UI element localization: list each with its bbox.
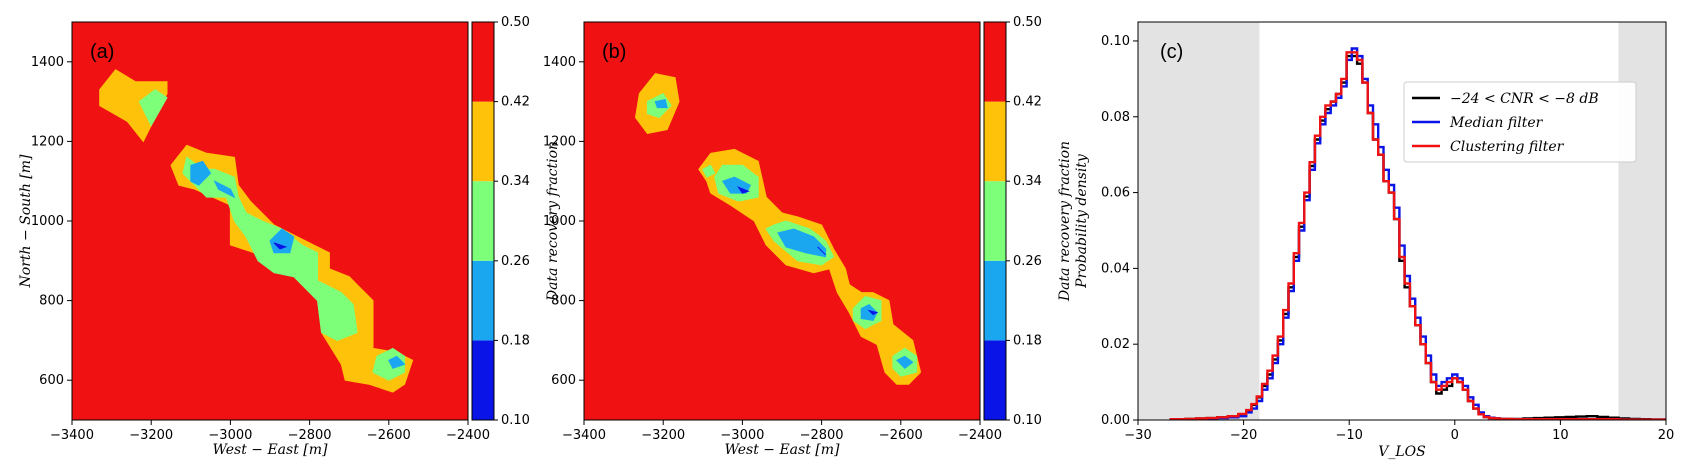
contour-region: [867, 309, 879, 316]
colorbar-segment: [472, 22, 494, 102]
colorbar-tick-label: 0.26: [501, 254, 530, 269]
colorbar-segment: [472, 260, 494, 341]
colorbar-tick-label: 0.34: [501, 174, 530, 189]
y-tick-label: 1200: [543, 134, 576, 149]
x-axis-label: West − East [m]: [724, 442, 840, 458]
colorbar-segment: [984, 181, 1006, 261]
x-tick-label: −2800: [288, 428, 332, 443]
y-tick-label: 600: [39, 373, 64, 388]
x-tick-label: −3200: [129, 428, 173, 443]
y-tick-label: 1400: [543, 55, 576, 70]
contour-region: [138, 89, 168, 127]
panel-c: −30 −20 −10 0 10 20 0.00 0.02 0.04 0.06 0.08 0.10 V_…: [1074, 21, 1675, 460]
x-tick-label: −3400: [562, 428, 606, 443]
y-tick-label: 0.04: [1101, 261, 1130, 276]
y-tick-label: 1400: [31, 55, 64, 70]
x-tick-label: −3000: [208, 428, 252, 443]
legend-box: [1403, 81, 1637, 163]
plot-frame: [1137, 21, 1667, 421]
y-tick-label: 0.08: [1101, 110, 1130, 125]
x-tick-label: −10: [1335, 428, 1362, 443]
contour-region: [860, 303, 878, 322]
panel-tag: (a): [90, 41, 114, 63]
y-tick-label: 1200: [31, 134, 64, 149]
x-tick-label: −2600: [879, 428, 923, 443]
y-tick-label: 0.00: [1101, 413, 1130, 428]
x-tick-label: −2600: [367, 428, 411, 443]
colorbar-tick-label: 0.18: [501, 333, 530, 348]
contour-region: [895, 355, 914, 369]
contour-region: [273, 242, 288, 250]
colorbar: 0.10 0.18 0.26 0.34 0.42 0.50 Data recovery fr…: [983, 15, 1073, 428]
colorbar-segment: [472, 181, 494, 261]
colorbar-tick-label: 0.34: [1013, 174, 1042, 189]
x-tick-label: −2400: [446, 428, 490, 443]
x-axis-label: West − East [m]: [212, 442, 328, 458]
contour-region: [269, 228, 295, 254]
colorbar-tick-label: 0.18: [1013, 333, 1042, 348]
x-tick-label: 10: [1552, 428, 1569, 443]
colorbar-label: Data recovery fraction: [1057, 141, 1073, 302]
y-tick-label: 0.10: [1101, 34, 1130, 49]
y-tick-label: 600: [551, 373, 576, 388]
series-line: [1169, 51, 1666, 420]
colorbar-segment: [984, 101, 1006, 182]
colorbar-segment: [984, 22, 1006, 102]
contour-region: [654, 99, 668, 109]
colorbar-frame: [983, 21, 1007, 421]
colorbar-segment: [472, 101, 494, 182]
y-axis-label: North − South [m]: [18, 154, 34, 289]
x-tick-label: −3200: [641, 428, 685, 443]
colorbar-segment: [984, 340, 1006, 420]
contour-region: [182, 156, 358, 341]
shaded-region: [1138, 22, 1260, 420]
y-tick-label: 800: [39, 294, 64, 309]
panel-b: −3400 −3200 −3000 −2800 −2600 −2400 600 800 1000…: [543, 15, 1073, 458]
contour-region: [777, 228, 827, 258]
contour-region: [702, 164, 716, 178]
contour-region: [388, 355, 406, 369]
colorbar-tick-label: 0.10: [501, 413, 530, 428]
contour-region: [817, 246, 826, 256]
panel-a: −3400 −3200 −3000 −2800 −2600 −2400 600 800 1000…: [18, 15, 561, 458]
panel-tag: (c): [1160, 41, 1183, 63]
x-tick-label: −2800: [800, 428, 844, 443]
colorbar: 0.10 0.18 0.26 0.34 0.42 0.50 Data recovery fr…: [471, 15, 561, 428]
contour-region: [737, 186, 750, 194]
contour-region: [213, 180, 236, 199]
contour-region: [190, 160, 212, 186]
colorbar-tick-label: 0.42: [501, 95, 530, 110]
x-axis-label: V_LOS: [1378, 444, 1425, 460]
legend-label: Median filter: [1449, 115, 1544, 131]
y-tick-label: 1000: [543, 214, 576, 229]
colorbar-tick-label: 0.50: [1013, 15, 1042, 30]
legend-label: −24 < CNR < −8 dB: [1450, 91, 1599, 107]
x-tick-label: 0: [1451, 428, 1459, 443]
x-tick-label: −3000: [720, 428, 764, 443]
colorbar-tick-label: 0.42: [1013, 95, 1042, 110]
x-tick-label: −2400: [958, 428, 1002, 443]
y-tick-label: 800: [551, 294, 576, 309]
colorbar-tick-label: 0.10: [1013, 413, 1042, 428]
panel-tag: (b): [602, 41, 626, 63]
colorbar-segment: [472, 340, 494, 420]
colorbar-segment: [984, 260, 1006, 341]
colorbar-label: Data recovery fraction: [545, 141, 561, 302]
y-tick-label: 0.02: [1101, 337, 1130, 352]
legend: −24 < CNR < −8 dB Median filter Clustering…: [1403, 81, 1637, 163]
y-axis-label: Probability density: [1074, 153, 1090, 289]
x-tick-label: −3400: [50, 428, 94, 443]
y-tick-label: 0.06: [1101, 186, 1130, 201]
colorbar-tick-label: 0.50: [501, 15, 530, 30]
x-tick-label: 20: [1658, 428, 1675, 443]
y-tick-label: 1000: [31, 214, 64, 229]
x-tick-label: −20: [1230, 428, 1257, 443]
colorbar-frame: [471, 21, 495, 421]
x-tick-label: −30: [1124, 428, 1151, 443]
legend-label: Clustering filter: [1450, 139, 1565, 155]
colorbar-tick-label: 0.26: [1013, 254, 1042, 269]
